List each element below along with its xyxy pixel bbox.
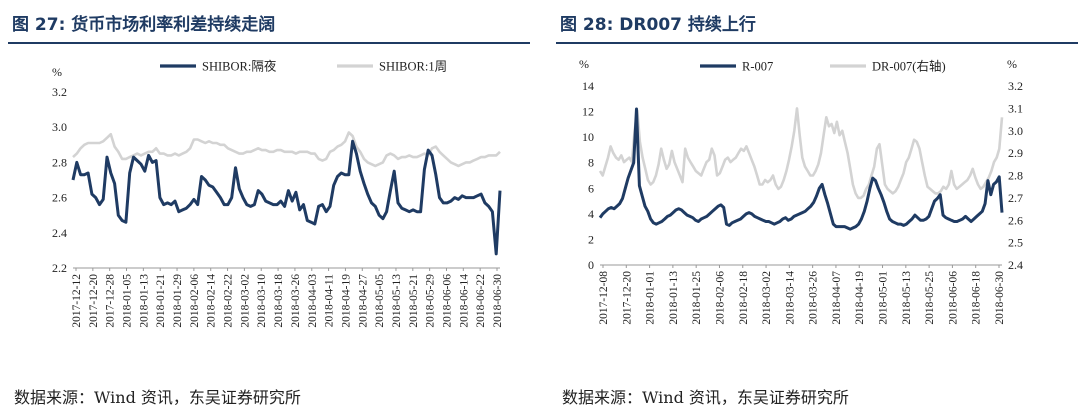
x-tick-label: 2018-05-25 xyxy=(924,271,936,325)
right-figure-title: 图 28: DR007 持续上行 xyxy=(560,15,756,35)
x-tick-label: 2018-02-14 xyxy=(206,274,218,328)
y2-axis-unit: % xyxy=(1007,57,1017,71)
x-tick-label: 2018-04-07 xyxy=(831,271,843,325)
x-tick-label: 2018-06-30 xyxy=(492,274,504,328)
right-title-rule xyxy=(556,42,1078,44)
y-tick-label: 3.0 xyxy=(52,120,67,134)
x-tick-label: 2018-05-29 xyxy=(425,274,437,328)
navy-series-line xyxy=(598,107,1004,231)
y-tick-label: 2 xyxy=(588,232,594,246)
y-tick-label: 4 xyxy=(588,207,594,221)
x-tick-label: 2018-03-10 xyxy=(256,274,268,328)
x-tick-label: 2018-03-26 xyxy=(290,274,302,328)
x-tick-label: 2018-04-27 xyxy=(357,274,369,328)
x-tick-label: 2018-03-14 xyxy=(784,271,796,325)
left-title-rule xyxy=(8,42,530,44)
dr007-chart: 14 12 10 8 6 4 2 0% 3.2 3.1 3.0 2.9 2.8 2.7 2.6 2.5 2.4%… xyxy=(579,57,1023,325)
y2-tick-label: 2.8 xyxy=(1008,169,1023,183)
x-tick-label: 2018-02-18 xyxy=(738,271,750,325)
y-tick-label: 14 xyxy=(582,79,594,93)
x-tick-label: 2018-04-11 xyxy=(324,274,336,327)
gray-series-line xyxy=(598,107,1004,200)
y-tick-label: 2.8 xyxy=(52,155,67,169)
x-tick-label: 2017-12-08 xyxy=(598,271,610,325)
right-source-note: 数据来源：Wind 资讯，东吴证券研究所 xyxy=(562,388,849,407)
x-tick-label: 2018-04-19 xyxy=(854,271,866,325)
right-figure-panel: 图 28: DR007 持续上行 14 12 10 8 6 4 2 0% 3.2 3.1 3.0 2.… xyxy=(548,0,1078,416)
x-tick-label: 2018-01-05 xyxy=(122,274,134,328)
y2-tick-label: 3.1 xyxy=(1008,101,1023,115)
y2-tick-label: 3.2 xyxy=(1008,79,1023,93)
legend-label: SHIBOR:1周 xyxy=(379,60,447,74)
y-tick-label: 2.6 xyxy=(52,191,67,205)
x-tick-label: 2018-06-30 xyxy=(994,271,1006,325)
y2-tick-label: 2.6 xyxy=(1008,213,1023,227)
y-tick-label: 12 xyxy=(582,105,594,119)
x-tick-label: 2017-12-28 xyxy=(105,274,117,328)
y-axis-unit: % xyxy=(579,57,589,71)
x-tick-label: 2018-03-18 xyxy=(273,274,285,328)
legend-label: R-007 xyxy=(742,60,773,74)
y-tick-label: 8 xyxy=(588,156,594,170)
y-axis-unit: % xyxy=(52,65,62,79)
left-figure-panel: 图 27: 货币市场利率利差持续走阔 3.2 3.0 2.8 2.6 2.4 2.2% 20… xyxy=(0,0,530,416)
x-tick-label: 2018-05-13 xyxy=(391,274,403,328)
x-tick-label: 2018-05-01 xyxy=(878,271,890,325)
x-tick-label: 2018-06-06 xyxy=(947,271,959,325)
shibor-chart: 3.2 3.0 2.8 2.6 2.4 2.2% 2017-12-12 2017-12-20 2… xyxy=(52,59,504,328)
x-tick-label: 2017-12-20 xyxy=(621,271,633,325)
x-tick-label: 2018-04-19 xyxy=(340,274,352,328)
x-tick-label: 2018-05-13 xyxy=(901,271,913,325)
x-tick-label: 2018-05-05 xyxy=(374,274,386,328)
y-tick-label: 6 xyxy=(588,181,594,195)
y2-tick-label: 2.9 xyxy=(1008,146,1023,160)
left-figure-title: 图 27: 货币市场利率利差持续走阔 xyxy=(12,15,276,35)
y2-tick-label: 2.7 xyxy=(1008,191,1023,205)
y-tick-label: 2.4 xyxy=(52,226,67,240)
x-tick-label: 2018-01-01 xyxy=(645,271,657,325)
x-tick-label: 2018-06-18 xyxy=(971,271,983,325)
navy-series-line xyxy=(71,139,502,256)
x-tick-label: 2017-12-20 xyxy=(88,274,100,328)
x-tick-label: 2018-03-02 xyxy=(239,274,251,328)
y-tick-label: 2.2 xyxy=(52,261,67,275)
x-tick-label: 2018-02-06 xyxy=(714,271,726,325)
x-tick-label: 2018-01-13 xyxy=(138,274,150,328)
x-tick-label: 2018-01-13 xyxy=(668,271,680,325)
y2-tick-label: 2.5 xyxy=(1008,236,1023,250)
y-tick-label: 3.2 xyxy=(52,85,67,99)
x-tick-label: 2018-05-21 xyxy=(408,274,420,328)
x-tick-label: 2017-12-12 xyxy=(71,274,83,328)
x-tick-label: 2018-02-06 xyxy=(189,274,201,328)
left-source-note: 数据来源：Wind 资讯，东吴证券研究所 xyxy=(14,388,301,407)
x-tick-label: 2018-04-03 xyxy=(307,274,319,328)
y-tick-label: 10 xyxy=(582,130,594,144)
y2-tick-label: 2.4 xyxy=(1008,258,1023,272)
x-tick-label: 2018-01-29 xyxy=(172,274,184,328)
legend-label: DR-007(右轴) xyxy=(872,59,946,74)
x-tick-label: 2018-06-06 xyxy=(441,274,453,328)
x-tick-label: 2018-02-22 xyxy=(223,274,235,328)
y2-tick-label: 3.0 xyxy=(1008,124,1023,138)
x-tick-label: 2018-06-22 xyxy=(475,274,487,328)
x-tick-label: 2018-03-02 xyxy=(761,271,773,325)
x-tick-label: 2018-03-26 xyxy=(808,271,820,325)
legend-label: SHIBOR:隔夜 xyxy=(202,59,277,74)
x-tick-label: 2018-06-14 xyxy=(458,274,470,328)
x-tick-label: 2018-01-25 xyxy=(691,271,703,325)
x-tick-label: 2018-01-21 xyxy=(155,274,167,328)
y-tick-label: 0 xyxy=(588,258,594,272)
